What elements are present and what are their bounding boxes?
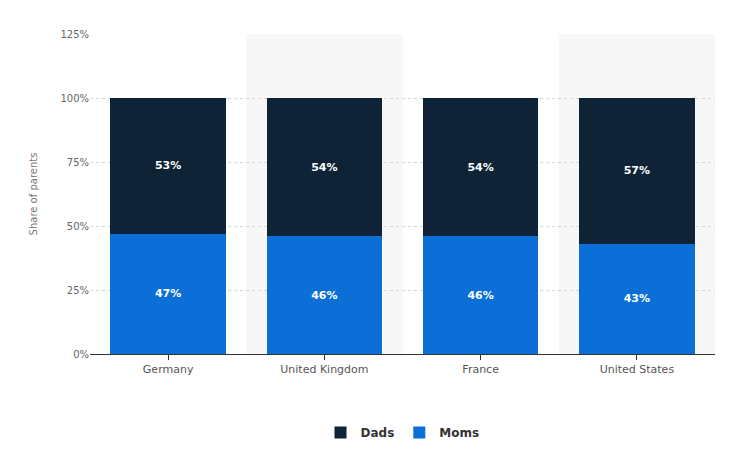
svg-text:Germany: Germany (143, 363, 194, 376)
svg-text:125%: 125% (60, 29, 89, 40)
svg-text:25%: 25% (67, 285, 89, 296)
svg-text:46%: 46% (467, 289, 493, 302)
svg-text:United Kingdom: United Kingdom (280, 363, 368, 376)
svg-text:75%: 75% (67, 157, 89, 168)
svg-text:Dads: Dads (361, 426, 395, 440)
svg-text:0%: 0% (73, 349, 89, 360)
svg-text:Moms: Moms (439, 426, 479, 440)
svg-text:57%: 57% (624, 164, 650, 177)
svg-text:54%: 54% (311, 161, 337, 174)
svg-text:47%: 47% (155, 287, 181, 300)
svg-text:54%: 54% (467, 161, 493, 174)
svg-text:50%: 50% (67, 221, 89, 232)
svg-text:United States: United States (600, 363, 675, 376)
svg-text:46%: 46% (311, 289, 337, 302)
svg-text:43%: 43% (624, 292, 650, 305)
svg-text:Share of parents: Share of parents (28, 153, 39, 236)
svg-text:100%: 100% (60, 93, 89, 104)
svg-text:53%: 53% (155, 159, 181, 172)
svg-text:France: France (462, 363, 499, 376)
